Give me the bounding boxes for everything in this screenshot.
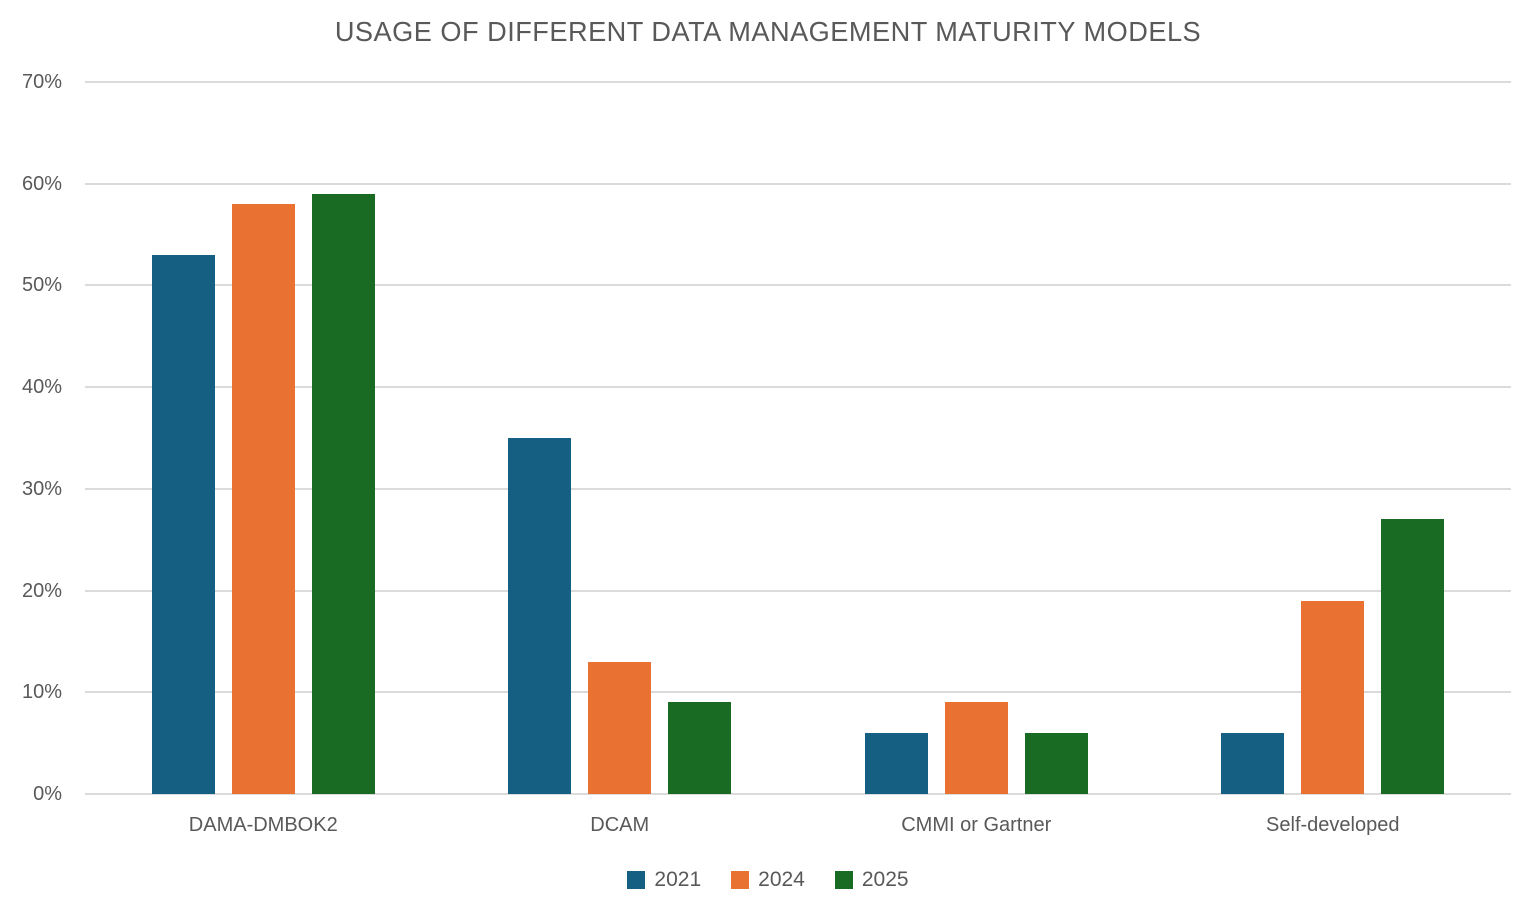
- y-axis-tick-label: 10%: [21, 681, 62, 704]
- y-axis-tick-label: 0%: [33, 783, 62, 805]
- legend-label: 2021: [654, 868, 702, 891]
- gridline: [85, 487, 1511, 490]
- bar-2024-self-developed: [1301, 600, 1365, 794]
- y-axis-tick-label: 30%: [21, 477, 62, 500]
- y-axis-tick-label: 40%: [21, 376, 62, 399]
- x-axis-category-label: Self-developed: [1266, 814, 1400, 836]
- x-axis-category-label: CMMI or Gartner: [901, 814, 1052, 836]
- gridline: [85, 81, 1511, 83]
- y-axis-tick-label: 60%: [21, 172, 62, 195]
- legend-swatch-icon: [627, 871, 646, 889]
- chart-title: USAGE OF DIFFERENT DATA MANAGEMENT MATUR…: [334, 16, 1202, 47]
- gridline: [85, 589, 1511, 592]
- bar-2021-dcam: [508, 438, 572, 794]
- legend: 2021 2024 2025: [0, 868, 1536, 892]
- bar-2025-self-developed: [1381, 519, 1445, 794]
- legend-label: 2024: [758, 868, 805, 891]
- x-axis-category-label: DCAM: [590, 814, 650, 836]
- gridline: [85, 182, 1511, 185]
- x-axis-category-label: DAMA-DMBOK2: [188, 814, 338, 836]
- gridline: [85, 386, 1511, 389]
- bar-2024-dcam: [588, 661, 652, 794]
- bar-2021-self-developed: [1221, 732, 1285, 794]
- bar-2024-dama-dmbok2: [231, 204, 295, 794]
- gridline: [85, 691, 1511, 694]
- gridline: [85, 793, 1511, 795]
- bar-2025-dcam: [668, 702, 732, 794]
- bar-2025-cmmi-or-gartner: [1024, 732, 1088, 794]
- y-axis-tick-label: 50%: [21, 274, 62, 297]
- x-axis-labels: DAMA-DMBOK2 DCAM CMMI or Gartner Self-devel…: [85, 814, 1511, 837]
- bar-2024-cmmi-or-gartner: [944, 702, 1008, 794]
- bar-2025-dama-dmbok2: [311, 193, 375, 794]
- bar-2021-dama-dmbok2: [151, 254, 215, 794]
- legend-label: 2025: [861, 868, 909, 891]
- legend-swatch-icon: [834, 871, 853, 889]
- legend-item-2021: 2021: [627, 868, 701, 892]
- legend-swatch-icon: [731, 871, 750, 889]
- y-axis-tick-label: 70%: [21, 71, 62, 93]
- plot-area: [85, 81, 1511, 795]
- bar-2021-cmmi-or-gartner: [864, 732, 928, 794]
- legend-item-2024: 2024: [731, 868, 805, 892]
- gridline: [85, 284, 1511, 287]
- y-axis-tick-label: 20%: [21, 579, 62, 602]
- legend-item-2025: 2025: [834, 868, 909, 892]
